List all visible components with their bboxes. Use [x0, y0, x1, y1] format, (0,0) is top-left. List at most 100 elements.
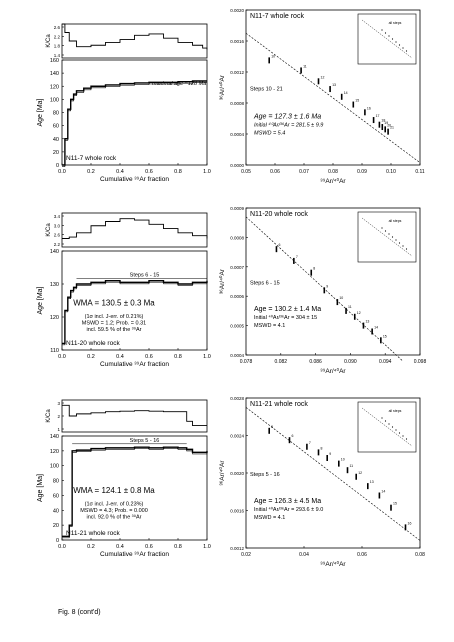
isochron-point	[326, 455, 328, 461]
isochron-point-label: 12	[321, 75, 325, 79]
isochron-point	[367, 483, 369, 490]
isochron-point	[378, 121, 381, 128]
wma-detail: MSWD = 1.2; Prob. = 0.31	[82, 320, 147, 326]
isochron-point-label: 6	[292, 434, 294, 438]
isochron-result-label: MSWD = 4.1	[254, 323, 285, 329]
iso-x-tick-label: 0.07	[299, 169, 309, 175]
isochron-point	[293, 257, 295, 264]
inset-fit-line	[361, 407, 413, 447]
iso-x-tick-label: 0.094	[379, 359, 392, 365]
iso-y-tick-label: 0.0020	[230, 471, 244, 476]
x-tick-label: 0.0	[58, 354, 66, 360]
age-tick-label: 120	[50, 84, 59, 90]
isochron-point-label: 18	[381, 119, 385, 123]
isochron-point-label: 15	[355, 99, 359, 103]
kca-step-line	[62, 218, 208, 239]
inset-point	[402, 435, 404, 437]
iso-x-axis-label: ³⁹Ar/⁴⁰Ar	[320, 177, 346, 185]
x-tick-label: 1.0	[203, 169, 211, 175]
wma-label: WMA = 130.5 ± 0.3 Ma	[73, 298, 155, 307]
isochron-point	[329, 86, 331, 93]
kca-tick-label: 2	[57, 414, 60, 419]
inset-point	[388, 423, 390, 425]
isochron-point-label: 11	[350, 464, 354, 468]
isochron-point-label: 15	[393, 502, 397, 506]
x-tick-label: 1.0	[203, 544, 211, 550]
inset-point	[398, 44, 401, 46]
isochron-point	[345, 307, 347, 314]
iso-y-tick-label: 0.0006	[230, 294, 244, 299]
inset-point	[384, 230, 387, 232]
inset-point	[381, 227, 383, 229]
iso-y-axis-label: ³⁶Ar/⁴⁰Ar	[218, 460, 226, 486]
isochron-point-label: 15	[383, 334, 387, 338]
age-tick-label: 60	[53, 124, 59, 130]
age-step-line-lower	[62, 448, 208, 539]
isochron-point	[317, 449, 320, 456]
sample-label: N11-20 whole rock	[66, 340, 120, 347]
isochron-result-label: Initial ⁴⁰Ar/³⁶Ar = 304 ± 15	[254, 314, 317, 321]
age-tick-label: 140	[50, 249, 59, 255]
x-tick-label: 0.8	[174, 354, 182, 360]
age-tick-label: 100	[50, 464, 59, 470]
x-tick-label: 0.2	[87, 354, 95, 360]
iso-x-tick-label: 0.06	[270, 169, 280, 175]
kca-axis-label: K/Ca	[46, 223, 52, 237]
isochron-point	[364, 109, 366, 116]
wma-label: WMA = 124.1 ± 0.8 Ma	[73, 486, 155, 495]
iso-x-tick-label: 0.08	[415, 552, 425, 558]
isochron-point-label: 16	[367, 106, 371, 110]
isochron-point-label: 14	[374, 325, 378, 329]
x-tick-label: 0.6	[145, 354, 153, 360]
isochron-point-label: 14	[344, 91, 348, 95]
isochron-point	[275, 246, 278, 253]
isochron-point-label: 10	[341, 458, 345, 462]
x-tick-label: 0.2	[87, 169, 95, 175]
wma-detail: incl. 59.5 % of the ³⁹Ar	[87, 326, 142, 333]
x-tick-label: 0.6	[145, 169, 153, 175]
kca-panel-frame	[61, 399, 208, 433]
kca-tick-label: 3.0	[54, 223, 61, 228]
age-tick-label: 80	[53, 111, 59, 117]
kca-tick-label: 3.4	[54, 214, 61, 219]
age-step-line	[62, 80, 207, 166]
kca-tick-label: 2.6	[54, 25, 61, 30]
inset-point	[402, 47, 404, 49]
isochron-point-label: 13	[370, 480, 374, 484]
inset-point	[391, 236, 394, 238]
iso-y-axis-label: ³⁶Ar/⁴⁰Ar	[218, 74, 226, 100]
kca-step-line	[62, 404, 207, 427]
isochron-point	[384, 126, 386, 133]
age-tick-label: 40	[53, 508, 59, 514]
isochron-point-label: 19	[384, 121, 388, 125]
isochron-fit-line	[245, 407, 421, 541]
inset-label: all steps	[389, 21, 402, 25]
iso-x-axis-label: ³⁹Ar/⁴⁰Ar	[320, 367, 346, 375]
kca-tick-label: 2.2	[54, 242, 61, 247]
iso-y-tick-label: 0.0007	[230, 265, 244, 270]
inset-point	[395, 429, 397, 431]
age-tick-label: 20	[53, 523, 59, 529]
inset-point	[381, 29, 383, 31]
isochron-point	[371, 328, 373, 335]
age-tick-label: 120	[50, 449, 59, 455]
isochron-point	[404, 524, 407, 531]
age-panel-frame	[61, 250, 208, 351]
x-axis-label: Cumulative ³⁹Ar fraction	[100, 551, 169, 558]
sample-label: N11-7 whole rock	[66, 155, 117, 162]
iso-x-tick-label: 0.090	[344, 359, 357, 365]
inset-label: all steps	[389, 219, 402, 223]
isochron-point-label: 20	[387, 123, 391, 127]
x-tick-label: 1.0	[203, 354, 211, 360]
isochron-frame	[245, 207, 421, 356]
iso-x-tick-label: 0.09	[357, 169, 367, 175]
x-axis-label: Cumulative ³⁹Ar fraction	[100, 176, 169, 183]
x-tick-label: 0.0	[58, 169, 66, 175]
isochron-point	[390, 504, 392, 511]
inset-point	[388, 233, 390, 235]
iso-x-tick-label: 0.08	[328, 169, 338, 175]
age-axis-label: Age [Ma]	[37, 98, 44, 126]
kca-tick-label: 3	[57, 401, 60, 406]
kca-tick-label: 1.8	[54, 44, 61, 49]
